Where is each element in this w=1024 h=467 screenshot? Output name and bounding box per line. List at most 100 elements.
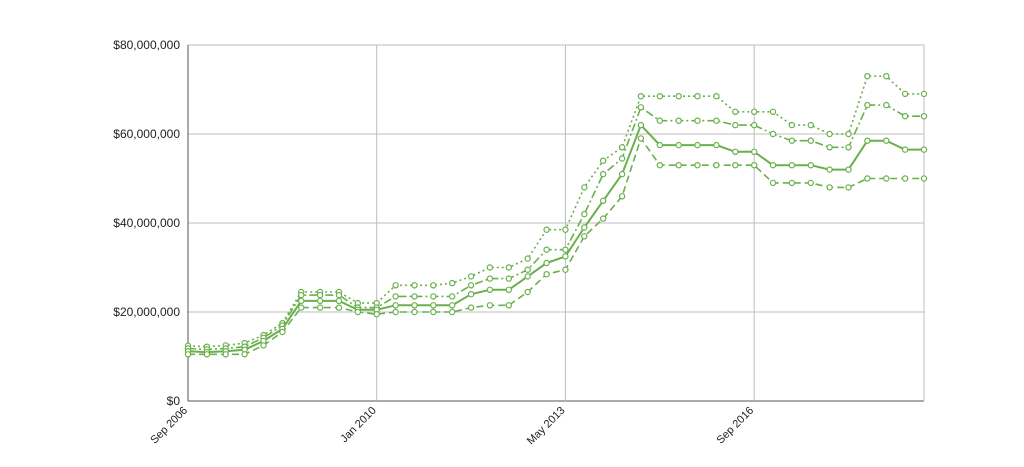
data-point[interactable] xyxy=(656,117,664,124)
data-point[interactable] xyxy=(581,233,588,240)
data-point[interactable] xyxy=(807,179,815,187)
data-point[interactable] xyxy=(732,148,739,155)
data-point[interactable] xyxy=(618,144,626,151)
data-point[interactable] xyxy=(675,161,682,169)
data-point[interactable] xyxy=(901,112,909,120)
data-point[interactable] xyxy=(864,101,871,109)
data-point[interactable] xyxy=(694,117,701,124)
data-point[interactable] xyxy=(581,184,588,191)
data-point[interactable] xyxy=(316,297,324,305)
data-point[interactable] xyxy=(826,184,833,191)
data-point[interactable] xyxy=(354,308,361,316)
data-point[interactable] xyxy=(467,291,475,298)
data-point[interactable] xyxy=(486,264,494,271)
data-point[interactable] xyxy=(769,130,777,138)
data-point[interactable] xyxy=(222,351,229,358)
data-point[interactable] xyxy=(769,108,777,116)
data-point[interactable] xyxy=(920,112,928,120)
data-point[interactable] xyxy=(449,302,456,309)
data-point[interactable] xyxy=(656,92,664,100)
data-point[interactable] xyxy=(241,351,248,358)
data-point[interactable] xyxy=(788,137,796,144)
data-point[interactable] xyxy=(769,161,777,169)
data-point[interactable] xyxy=(392,302,399,309)
data-point[interactable] xyxy=(543,246,550,253)
data-point[interactable] xyxy=(788,161,796,169)
data-point[interactable] xyxy=(845,130,852,138)
data-point[interactable] xyxy=(845,144,852,151)
data-point[interactable] xyxy=(411,308,418,316)
data-point[interactable] xyxy=(826,130,833,138)
data-point[interactable] xyxy=(713,161,720,169)
data-point[interactable] xyxy=(788,121,796,129)
data-point[interactable] xyxy=(920,146,928,153)
data-point[interactable] xyxy=(279,328,286,336)
data-point[interactable] xyxy=(637,135,645,142)
data-point[interactable] xyxy=(901,90,909,98)
data-point[interactable] xyxy=(486,275,494,282)
data-point[interactable] xyxy=(581,210,588,218)
data-point[interactable] xyxy=(788,179,796,187)
data-point[interactable] xyxy=(543,259,550,267)
data-point[interactable] xyxy=(845,184,852,191)
data-point[interactable] xyxy=(392,308,399,316)
data-point[interactable] xyxy=(751,121,758,129)
data-point[interactable] xyxy=(411,293,418,300)
data-point[interactable] xyxy=(392,293,399,300)
data-point[interactable] xyxy=(184,351,192,358)
data-point[interactable] xyxy=(600,157,607,164)
data-point[interactable] xyxy=(335,291,343,299)
data-point[interactable] xyxy=(769,179,777,187)
data-point[interactable] xyxy=(373,311,380,318)
data-point[interactable] xyxy=(203,351,211,358)
data-point[interactable] xyxy=(694,92,701,100)
data-point[interactable] xyxy=(694,141,701,149)
data-point[interactable] xyxy=(430,302,437,309)
data-point[interactable] xyxy=(826,144,833,151)
data-point[interactable] xyxy=(883,175,890,182)
data-point[interactable] xyxy=(883,101,890,109)
data-point[interactable] xyxy=(505,264,512,271)
data-point[interactable] xyxy=(864,175,871,182)
data-point[interactable] xyxy=(298,297,305,305)
data-point[interactable] xyxy=(505,286,512,293)
data-point[interactable] xyxy=(467,273,475,280)
data-point[interactable] xyxy=(675,117,682,124)
data-point[interactable] xyxy=(316,304,324,311)
data-point[interactable] xyxy=(618,193,626,200)
data-point[interactable] xyxy=(845,166,852,173)
data-point[interactable] xyxy=(600,215,607,222)
data-point[interactable] xyxy=(883,72,890,80)
data-point[interactable] xyxy=(260,342,267,349)
data-point[interactable] xyxy=(467,304,475,311)
data-point[interactable] xyxy=(826,166,833,173)
data-point[interactable] xyxy=(751,148,758,155)
data-point[interactable] xyxy=(392,282,399,289)
data-point[interactable] xyxy=(807,137,815,144)
data-point[interactable] xyxy=(751,161,758,169)
data-point[interactable] xyxy=(411,302,418,309)
data-point[interactable] xyxy=(430,293,437,300)
data-point[interactable] xyxy=(675,141,682,149)
data-point[interactable] xyxy=(316,291,324,299)
data-point[interactable] xyxy=(618,170,626,178)
data-point[interactable] xyxy=(543,271,550,278)
data-point[interactable] xyxy=(920,90,928,98)
data-point[interactable] xyxy=(713,141,720,149)
data-point[interactable] xyxy=(901,146,909,153)
data-point[interactable] xyxy=(732,161,739,169)
data-point[interactable] xyxy=(732,121,739,129)
data-point[interactable] xyxy=(411,282,418,289)
data-point[interactable] xyxy=(864,137,871,144)
data-point[interactable] xyxy=(901,175,909,182)
data-point[interactable] xyxy=(883,137,890,144)
data-point[interactable] xyxy=(637,121,645,129)
data-point[interactable] xyxy=(562,266,569,273)
data-point[interactable] xyxy=(656,141,664,149)
data-point[interactable] xyxy=(449,308,456,316)
data-point[interactable] xyxy=(524,266,531,273)
data-point[interactable] xyxy=(637,104,645,111)
data-point[interactable] xyxy=(581,224,588,231)
data-point[interactable] xyxy=(449,293,456,300)
data-point[interactable] xyxy=(713,92,720,100)
